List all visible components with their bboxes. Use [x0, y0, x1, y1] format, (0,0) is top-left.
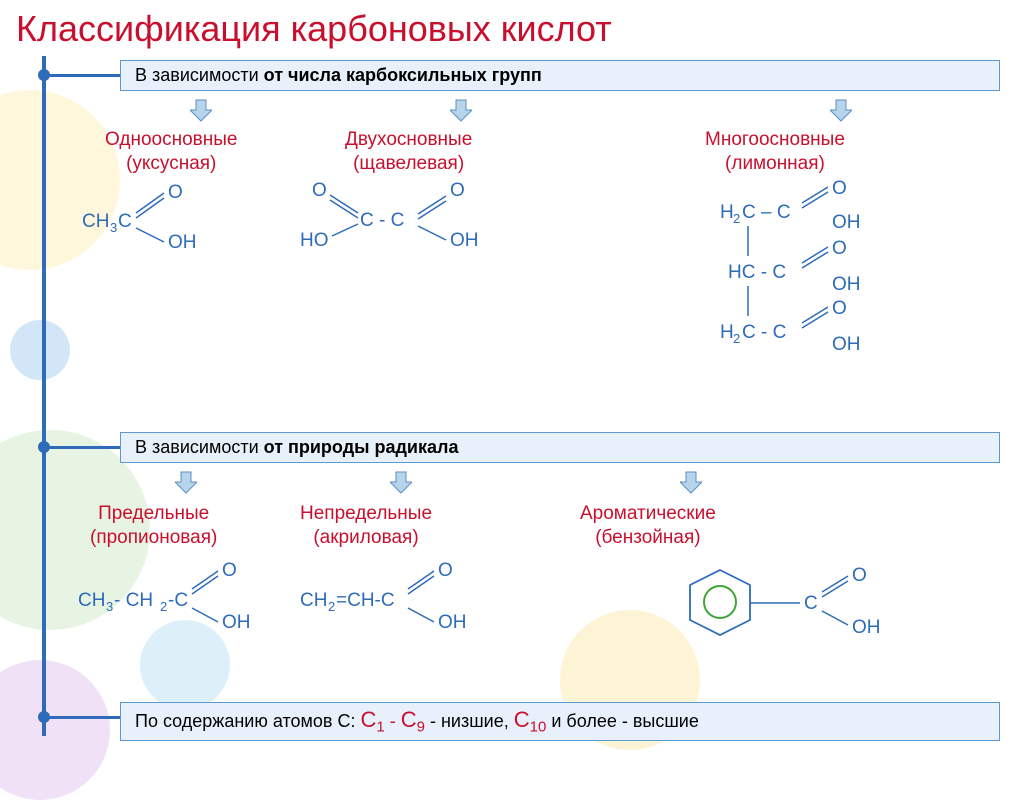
page-title: Классификация карбоновых кислот — [16, 8, 612, 50]
section1-box: В зависимости от числа карбоксильных гру… — [120, 60, 1000, 91]
svg-text:HC - C: HC - C — [728, 262, 786, 283]
bg-circle — [10, 320, 70, 380]
footer-c9-sub: 9 — [417, 719, 425, 736]
svg-text:CH: CH — [78, 590, 105, 611]
svg-text:O: O — [438, 560, 453, 581]
svg-text:2: 2 — [328, 599, 335, 614]
svg-text:2: 2 — [733, 211, 740, 226]
svg-text:HO: HO — [300, 230, 329, 251]
category-label: Непредельные(акриловая) — [300, 502, 432, 550]
section1-prefix: В зависимости — [135, 65, 264, 85]
down-arrow-icon — [450, 98, 472, 122]
svg-text:C: C — [804, 593, 818, 614]
section1-bold: от числа карбоксильных групп — [264, 65, 542, 85]
footer-c1: С — [360, 707, 376, 732]
down-arrow-icon — [390, 470, 412, 494]
footer-c1-sub: 1 — [376, 719, 384, 736]
formula-propionic: CH3 - CH 2 -C O OH — [78, 558, 318, 638]
svg-text:OH: OH — [852, 617, 881, 638]
vertical-line — [42, 56, 46, 736]
svg-text:OH: OH — [450, 230, 479, 251]
svg-text:O: O — [832, 178, 847, 199]
category-label: Многоосновные(лимонная) — [705, 128, 845, 176]
category-label: Ароматические(бензойная) — [580, 502, 716, 550]
svg-text:CH: CH — [300, 590, 327, 611]
svg-text:O: O — [832, 238, 847, 259]
svg-text:O: O — [312, 180, 327, 201]
connector — [42, 74, 122, 77]
section2-bold: от природы радикала — [264, 437, 459, 457]
svg-text:- CH: - CH — [114, 590, 153, 611]
svg-text:=CH-C: =CH-C — [336, 590, 395, 611]
footer-c9: С — [401, 707, 417, 732]
formula-acetic: CH3 C O OH — [82, 182, 262, 252]
footer-box: По содержанию атомов С: С1 - С9 - низшие… — [120, 702, 1000, 741]
formula-benzoic: C O OH — [680, 555, 940, 655]
category-label: Предельные(пропионовая) — [90, 502, 217, 550]
footer-c10: С — [514, 707, 530, 732]
svg-text:O: O — [450, 180, 465, 201]
svg-text:O: O — [832, 298, 847, 319]
category-label: Двухосновные(щавелевая) — [345, 128, 472, 176]
down-arrow-icon — [190, 98, 212, 122]
svg-text:OH: OH — [222, 612, 251, 633]
section2-prefix: В зависимости — [135, 437, 264, 457]
svg-text:2: 2 — [733, 331, 740, 346]
footer-hi-text: и более - высшие — [551, 711, 699, 731]
svg-text:C: C — [118, 211, 132, 232]
svg-text:H: H — [720, 322, 734, 343]
svg-text:CH: CH — [82, 211, 109, 232]
footer-dash: - — [390, 711, 396, 731]
svg-text:OH: OH — [832, 274, 861, 295]
connector — [42, 446, 122, 449]
svg-text:O: O — [852, 565, 867, 586]
footer-c10-sub: 10 — [530, 719, 547, 736]
category-label: Одноосновные(уксусная) — [105, 128, 237, 176]
svg-text:O: O — [168, 182, 183, 203]
section2-box: В зависимости от природы радикала — [120, 432, 1000, 463]
down-arrow-icon — [830, 98, 852, 122]
formula-oxalic: O HO C - C O OH — [300, 178, 550, 258]
svg-text:3: 3 — [106, 599, 113, 614]
svg-text:O: O — [222, 560, 237, 581]
footer-low-text: - низшие, — [430, 711, 514, 731]
svg-text:3: 3 — [110, 220, 117, 235]
svg-text:C – C: C – C — [742, 202, 791, 223]
down-arrow-icon — [680, 470, 702, 494]
svg-text:2: 2 — [160, 599, 167, 614]
svg-text:H: H — [720, 202, 734, 223]
svg-text:C - C: C - C — [360, 210, 404, 231]
bg-circle — [0, 660, 110, 800]
svg-text:C - C: C - C — [742, 322, 786, 343]
svg-text:OH: OH — [438, 612, 467, 633]
svg-text:OH: OH — [832, 212, 861, 233]
footer-prefix: По содержанию атомов С: — [135, 711, 360, 731]
down-arrow-icon — [175, 470, 197, 494]
formula-citric: H2 C – C O OH HC - C O OH H2 C - C O OH — [720, 178, 1010, 398]
svg-text:-C: -C — [168, 590, 188, 611]
svg-text:OH: OH — [832, 334, 861, 355]
svg-text:OH: OH — [168, 232, 197, 252]
formula-acrylic: CH2 =CH-C O OH — [300, 558, 540, 638]
connector — [42, 716, 122, 719]
